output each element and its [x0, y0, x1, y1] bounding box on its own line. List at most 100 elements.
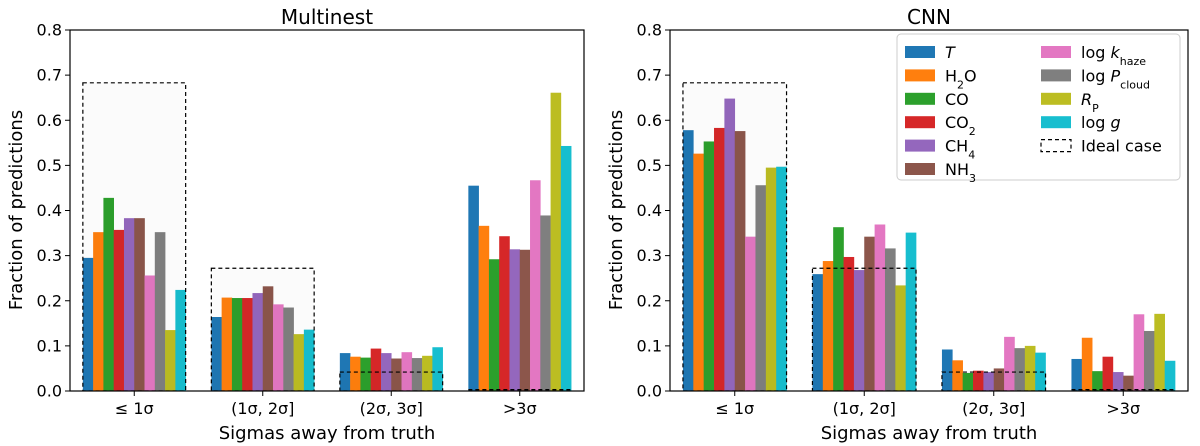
bar-log-k-haze-cat-1: [144, 275, 156, 391]
bar-log-g-cat-4: [560, 145, 572, 391]
y-tick-label: 0.2: [637, 291, 662, 310]
x-tick-label: >3σ: [1106, 399, 1140, 418]
bar-log-p-cloud-cat-1: [154, 232, 166, 391]
bar-h2o-cat-3: [952, 360, 963, 391]
y-axis-label: Fraction of predictions: [6, 110, 27, 310]
y-tick-label: 0.4: [637, 201, 662, 220]
bar-co-cat-1: [103, 197, 114, 391]
bar-nh3-cat-3: [993, 368, 1005, 391]
legend-label-h2o: H2O: [945, 66, 977, 91]
y-tick-label: 0.2: [37, 291, 62, 310]
bar-t-cat-1: [82, 257, 94, 391]
legend-swatch-t: [905, 46, 935, 58]
ideal-case-box-cat-1: [682, 82, 788, 391]
legend-label-ideal-case: Ideal case: [1081, 137, 1162, 156]
bar-nh3-cat-1: [734, 131, 746, 391]
legend-swatch-log-k-haze: [1041, 46, 1071, 58]
bar-co-cat-2: [231, 298, 243, 391]
bar-log-p-cloud-cat-1: [755, 185, 767, 391]
bar-log-k-haze-cat-2: [874, 224, 886, 391]
bar-co-cat-1: [703, 141, 715, 391]
y-tick-label: 0.7: [37, 66, 62, 85]
ideal-case-box-cat-3: [941, 371, 1047, 391]
y-tick-label: 0.6: [37, 111, 62, 130]
legend-swatch-nh3: [905, 163, 935, 175]
y-tick-label: 0.0: [637, 382, 662, 401]
bar-log-p-cloud-cat-3: [411, 358, 423, 391]
x-tick-label: (1σ, 2σ]: [833, 399, 896, 418]
x-tick-label: (2σ, 3σ]: [962, 399, 1025, 418]
bar-log-g-cat-1: [776, 166, 787, 391]
bar-r-p-cat-4: [1154, 313, 1165, 391]
bar-r-p-cat-2: [293, 334, 305, 391]
bar-nh3-cat-4: [1123, 375, 1134, 391]
bar-co-cat-3: [962, 372, 974, 391]
bar-h2o-cat-2: [822, 261, 834, 391]
x-axis-label: Sigmas away from truth: [821, 423, 1038, 444]
bar-ch4-cat-3: [380, 353, 392, 391]
ideal-case-box-cat-2: [811, 267, 917, 391]
bar-log-k-haze-cat-1: [745, 236, 756, 391]
y-tick-label: 0.5: [37, 156, 62, 175]
legend-frame: [896, 33, 1181, 181]
legend-label-co2: CO2: [945, 113, 976, 138]
bar-ch4-cat-3: [983, 372, 995, 391]
bar-log-p-cloud-cat-2: [884, 248, 896, 391]
bar-co2-cat-4: [1102, 356, 1114, 391]
ideal-case-box-cat-2: [210, 267, 315, 391]
bar-log-g-cat-2: [303, 329, 315, 391]
legend-label-r-p: RP: [1081, 90, 1099, 115]
chart-title: Multinest: [281, 5, 373, 29]
bar-ch4-cat-2: [252, 293, 264, 391]
bar-r-p-cat-3: [422, 355, 433, 391]
bar-t-cat-3: [941, 349, 953, 391]
legend-swatch-ideal-case: [1040, 139, 1072, 153]
x-tick-label: ≤ 1σ: [715, 399, 754, 418]
bar-co2-cat-3: [370, 348, 382, 391]
bar-t-cat-4: [468, 185, 479, 391]
bar-h2o-cat-4: [478, 225, 490, 391]
legend-label-log-g: log g: [1081, 113, 1121, 132]
bar-h2o-cat-2: [221, 297, 233, 391]
bar-co2-cat-1: [113, 229, 125, 391]
bar-t-cat-2: [812, 274, 824, 391]
y-tick-label: 0.3: [37, 246, 62, 265]
bar-t-cat-1: [682, 130, 694, 391]
bar-log-k-haze-cat-4: [530, 180, 541, 391]
legend-swatch-co: [905, 92, 935, 105]
y-tick-label: 0.1: [637, 336, 662, 355]
bar-co-cat-4: [488, 259, 500, 391]
y-tick-label: 0.5: [637, 156, 662, 175]
bar-log-p-cloud-cat-2: [283, 307, 294, 391]
ideal-case-box-cat-1: [82, 82, 187, 391]
bar-log-k-haze-cat-2: [273, 304, 284, 391]
bar-r-p-cat-1: [165, 330, 176, 391]
y-tick-label: 0.4: [37, 201, 62, 220]
bar-ch4-cat-1: [123, 218, 135, 391]
bar-log-g-cat-4: [1164, 360, 1176, 391]
bar-h2o-cat-3: [350, 356, 361, 391]
bar-r-p-cat-3: [1024, 345, 1036, 391]
chart-title: CNN: [907, 5, 951, 29]
y-axis-label: Fraction of predictions: [606, 110, 627, 310]
x-tick-label: (1σ, 2σ]: [231, 399, 294, 418]
bar-r-p-cat-1: [765, 167, 777, 391]
bar-t-cat-4: [1071, 358, 1083, 391]
bar-co-cat-3: [360, 357, 371, 391]
legend-label-ch4: CH4: [945, 137, 975, 162]
bar-log-p-cloud-cat-4: [1143, 330, 1155, 391]
cnn-panel: CNN 0.0 0.1 0.2 0.3 0.4 0.5 0.6 0.7 0.8 ≤ 1σ (1σ,…: [606, 5, 1189, 444]
bar-h2o-cat-1: [693, 153, 704, 391]
bar-log-g-cat-1: [175, 289, 186, 391]
y-tick-label: 0.8: [637, 21, 662, 40]
y-tick-label: 0.8: [37, 21, 62, 40]
x-tick-label: (2σ, 3σ]: [360, 399, 423, 418]
bar-log-k-haze-cat-3: [1004, 336, 1015, 391]
bar-nh3-cat-2: [864, 236, 875, 391]
legend-swatch-h2o: [905, 69, 935, 82]
bar-log-g-cat-3: [432, 347, 443, 391]
legend-swatch-co2: [905, 116, 935, 129]
bar-nh3-cat-4: [519, 249, 531, 391]
y-tick-label: 0.0: [37, 382, 62, 401]
